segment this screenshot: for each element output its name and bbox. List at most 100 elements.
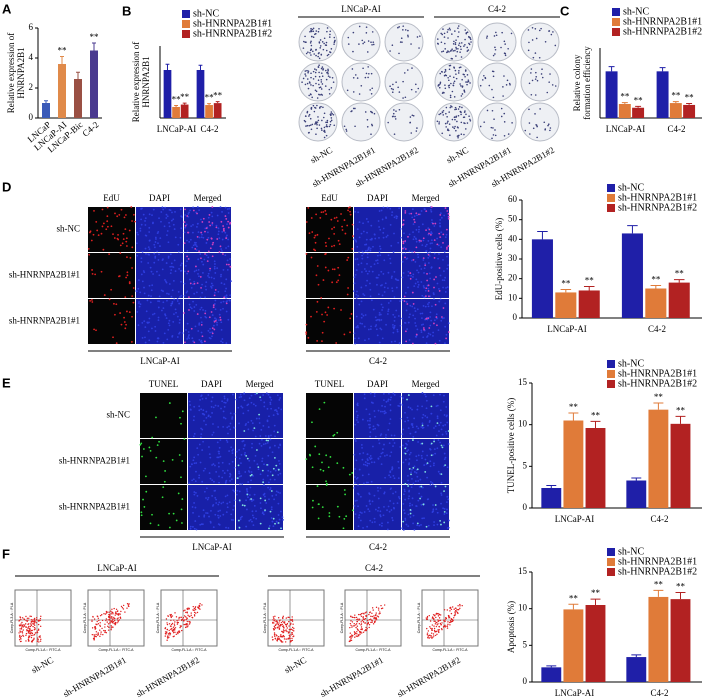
image-dot [457, 27, 459, 29]
image-dot [394, 133, 396, 135]
image-dot [539, 57, 541, 59]
image-dot [169, 209, 171, 211]
image-dot [380, 271, 382, 273]
image-dot [219, 515, 221, 517]
image-dot [440, 298, 442, 300]
flow-event [440, 624, 441, 625]
image-dot [367, 459, 369, 461]
image-dot [362, 222, 364, 224]
image-dot [190, 526, 192, 528]
flow-event [36, 619, 37, 620]
image-dot [383, 393, 385, 395]
image-dot [429, 420, 431, 422]
image-dot [148, 447, 150, 449]
flow-event [166, 631, 167, 632]
image-dot [200, 219, 202, 221]
micrograph [354, 439, 401, 484]
image-dot [150, 522, 152, 524]
flow-event [168, 633, 169, 634]
image-dot [136, 255, 138, 257]
image-dot [382, 448, 384, 450]
flow-plot [88, 590, 144, 646]
image-dot [433, 225, 435, 227]
image-dot [195, 492, 197, 494]
image-dot [354, 468, 356, 470]
image-dot [421, 517, 423, 519]
image-dot [446, 415, 448, 417]
image-dot [274, 523, 276, 525]
image-dot [468, 49, 470, 51]
row-label: sh-NC [56, 224, 80, 234]
image-dot [212, 314, 214, 316]
image-dot [383, 259, 385, 261]
significance: ** [569, 402, 579, 412]
image-dot [439, 267, 441, 269]
image-dot [410, 213, 412, 215]
image-dot [310, 107, 312, 109]
image-dot [267, 475, 269, 477]
image-dot [215, 499, 217, 501]
image-dot [424, 394, 426, 396]
significance: ** [620, 92, 630, 102]
image-dot [411, 423, 413, 425]
flow-event [435, 635, 436, 636]
image-dot [149, 248, 151, 250]
image-dot [321, 462, 323, 464]
image-dot [217, 441, 219, 443]
image-dot [263, 494, 265, 496]
colony-plate [342, 103, 380, 141]
legend-swatch [182, 20, 190, 28]
image-dot [409, 250, 411, 252]
image-dot [337, 280, 339, 282]
image-dot [370, 111, 372, 113]
flow-event [38, 624, 39, 625]
image-dot [433, 462, 435, 464]
flow-event [440, 614, 441, 615]
image-dot [143, 448, 145, 450]
flow-event [20, 619, 21, 620]
flow-event [106, 612, 107, 613]
flow-event [34, 627, 35, 628]
image-dot [308, 125, 310, 127]
image-dot [173, 299, 175, 301]
flow-event [32, 633, 33, 634]
image-dot [222, 253, 224, 255]
image-dot [407, 36, 409, 38]
flow-event [91, 619, 92, 620]
image-dot [407, 34, 409, 36]
image-dot [357, 505, 359, 507]
significance: ** [654, 392, 664, 402]
image-dot [233, 427, 235, 429]
image-dot [179, 322, 181, 324]
image-dot [396, 217, 398, 219]
image-dot [310, 54, 312, 56]
image-dot [247, 458, 249, 460]
flow-event [187, 607, 188, 608]
image-dot [447, 245, 449, 247]
image-dot [371, 44, 373, 46]
significance: ** [90, 32, 100, 42]
image-dot [390, 262, 392, 264]
flow-event [366, 611, 367, 612]
image-dot [141, 514, 143, 516]
flow-event [455, 608, 456, 609]
image-dot [379, 229, 381, 231]
image-dot [243, 430, 245, 432]
image-dot [193, 210, 195, 212]
image-dot [321, 129, 323, 131]
image-dot [319, 47, 321, 49]
image-dot [260, 473, 262, 475]
image-dot [206, 487, 208, 489]
image-dot [406, 450, 408, 452]
flow-event [274, 616, 275, 617]
image-dot [430, 243, 432, 245]
flow-event [354, 632, 355, 633]
image-dot [359, 512, 361, 514]
image-dot [202, 272, 204, 274]
flow-event [40, 640, 41, 641]
image-dot [321, 211, 323, 213]
image-dot [226, 311, 228, 313]
image-dot [435, 276, 437, 278]
image-dot [269, 402, 271, 404]
flow-event [273, 616, 274, 617]
